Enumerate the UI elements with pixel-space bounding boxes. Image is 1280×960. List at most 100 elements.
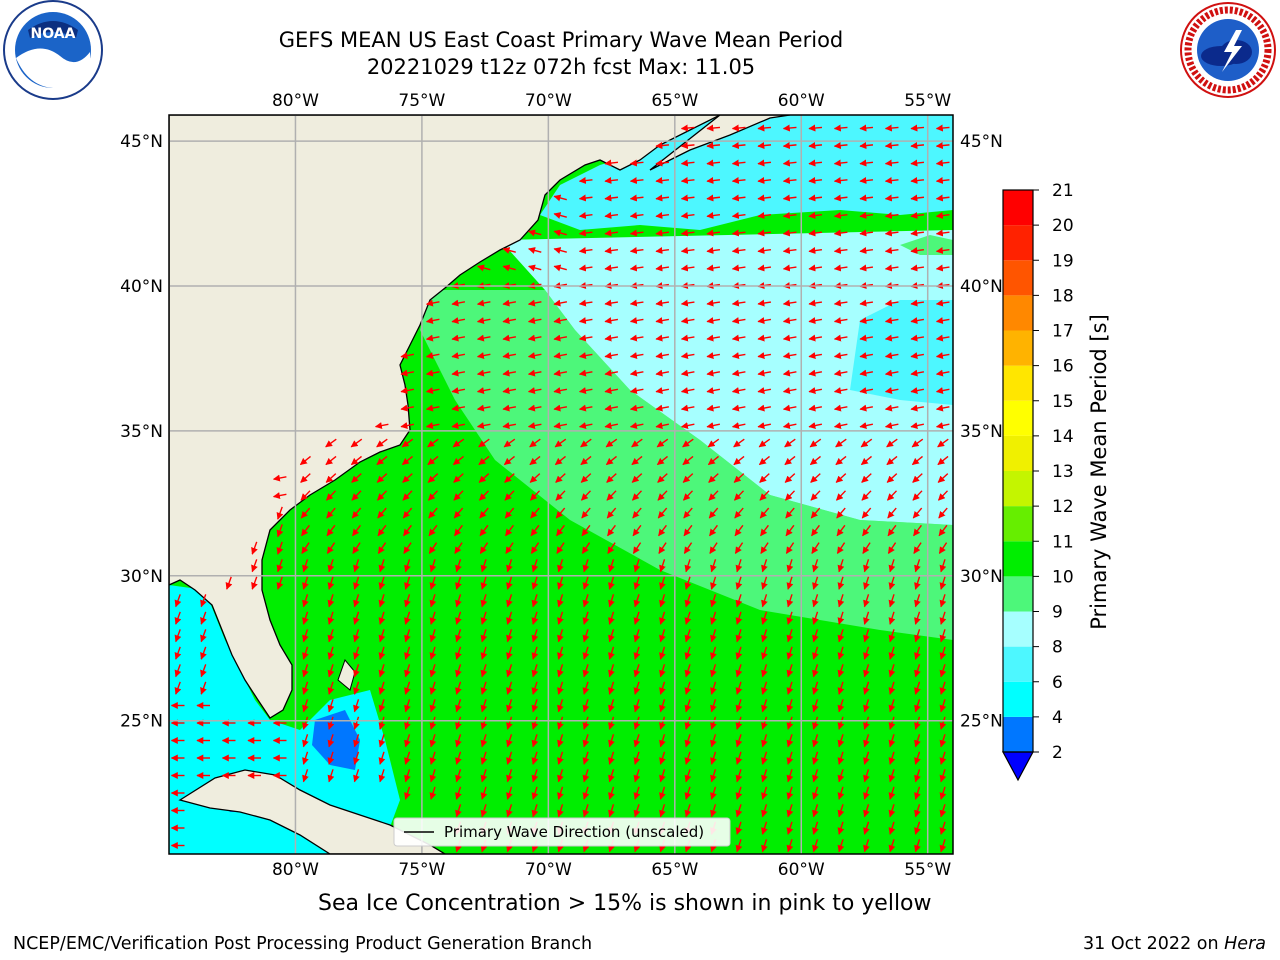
wave-arrow (886, 455, 898, 466)
wave-arrow (327, 769, 335, 783)
wave-arrow (757, 264, 772, 272)
wave-arrow (914, 734, 921, 748)
wave-arrow (578, 404, 593, 412)
wave-arrow (480, 734, 488, 748)
wave-arrow (604, 387, 619, 394)
wave-arrow (353, 664, 360, 678)
wave-arrow (785, 507, 795, 519)
wave-arrow (782, 212, 797, 219)
wave-arrow (710, 681, 717, 695)
wave-arrow (680, 334, 695, 342)
wave-arrow (377, 524, 387, 537)
wave-arrow (710, 734, 717, 748)
wave-arrow (659, 769, 666, 783)
wave-arrow (655, 229, 670, 237)
wave-arrow (527, 352, 542, 359)
wave-arrow (884, 247, 899, 254)
wave-arrow (276, 541, 284, 555)
wave-arrow (429, 559, 437, 573)
wave-arrow (659, 559, 666, 573)
wave-arrow (684, 611, 692, 625)
wave-arrow (884, 264, 899, 272)
wave-arrow (455, 751, 462, 765)
wave-arrow (812, 839, 819, 853)
lat-tick-label-left: 40°N (120, 277, 163, 297)
wave-arrow (502, 334, 517, 342)
wave-arrow (453, 490, 464, 501)
wave-arrow (554, 455, 566, 466)
wave-arrow (530, 507, 540, 519)
wave-arrow (808, 212, 823, 219)
wave-arrow (429, 629, 437, 643)
wave-arrow (684, 646, 692, 660)
wave-arrow (557, 786, 564, 800)
wave-arrow (302, 681, 309, 695)
wave-arrow (914, 786, 921, 800)
wave-arrow (782, 369, 797, 377)
wave-arrow (453, 507, 464, 519)
wave-arrow (531, 664, 539, 678)
wave-arrow (782, 387, 797, 394)
wave-arrow (684, 716, 692, 730)
wave-arrow (859, 404, 874, 412)
wave-arrow (659, 786, 666, 800)
colorbar-segment (1003, 576, 1033, 612)
wave-arrow (680, 194, 695, 202)
wave-arrow (937, 473, 949, 483)
wave-arrow (655, 387, 670, 394)
wave-arrow (302, 594, 309, 608)
wave-arrow (782, 229, 797, 237)
wave-arrow (455, 594, 462, 608)
colorbar-segment (1003, 716, 1033, 752)
wave-arrow (302, 716, 309, 730)
wave-arrow (476, 369, 491, 377)
wave-arrow (939, 664, 947, 678)
wave-arrow (939, 594, 947, 608)
colorbar-label: Primary Wave Mean Period [s] (1087, 314, 1111, 630)
nova-scotia-land (649, 115, 791, 171)
wave-arrow (912, 507, 923, 519)
wave-arrow (757, 387, 772, 394)
wave-arrow (808, 422, 823, 429)
wave-arrow (731, 299, 746, 307)
wave-arrow (914, 769, 921, 783)
wave-arrow (174, 681, 182, 695)
wave-arrow (888, 576, 896, 590)
wave-arrow (378, 664, 386, 678)
wave-arrow (531, 769, 539, 783)
wave-arrow (833, 212, 848, 219)
wave-arrow (582, 611, 590, 625)
wave-arrow (477, 264, 491, 272)
wave-arrow (302, 629, 309, 643)
wave-arrow (938, 507, 948, 519)
wave-arrow (833, 387, 848, 394)
wave-arrow (425, 352, 440, 359)
wave-arrow (884, 422, 899, 429)
wave-arrow (837, 699, 845, 713)
wave-arrow (302, 769, 309, 783)
wave-arrow (706, 159, 721, 167)
wave-arrow (276, 506, 284, 520)
wave-arrow (808, 317, 823, 324)
wave-arrow (378, 769, 386, 783)
wave-arrow (761, 821, 768, 835)
wave-arrow (735, 804, 743, 818)
wave-arrow (680, 247, 695, 254)
wave-arrow (403, 524, 412, 537)
wave-arrow (527, 334, 542, 342)
wave-arrow (531, 559, 539, 573)
wave-arrow (404, 786, 411, 800)
wave-arrow (502, 247, 516, 254)
wave-arrow (735, 769, 743, 783)
wave-arrow (454, 524, 463, 537)
wave-arrow (859, 142, 874, 150)
wave-arrow (911, 438, 924, 448)
wave-arrow (784, 438, 796, 448)
wave-arrow (557, 646, 564, 660)
wave-arrow (529, 455, 541, 466)
wave-arrow (684, 594, 692, 608)
north-america-land (169, 115, 721, 719)
wave-arrow (557, 769, 564, 783)
wave-arrow (680, 422, 695, 429)
lon-tick-label-top: 75°W (398, 91, 445, 111)
